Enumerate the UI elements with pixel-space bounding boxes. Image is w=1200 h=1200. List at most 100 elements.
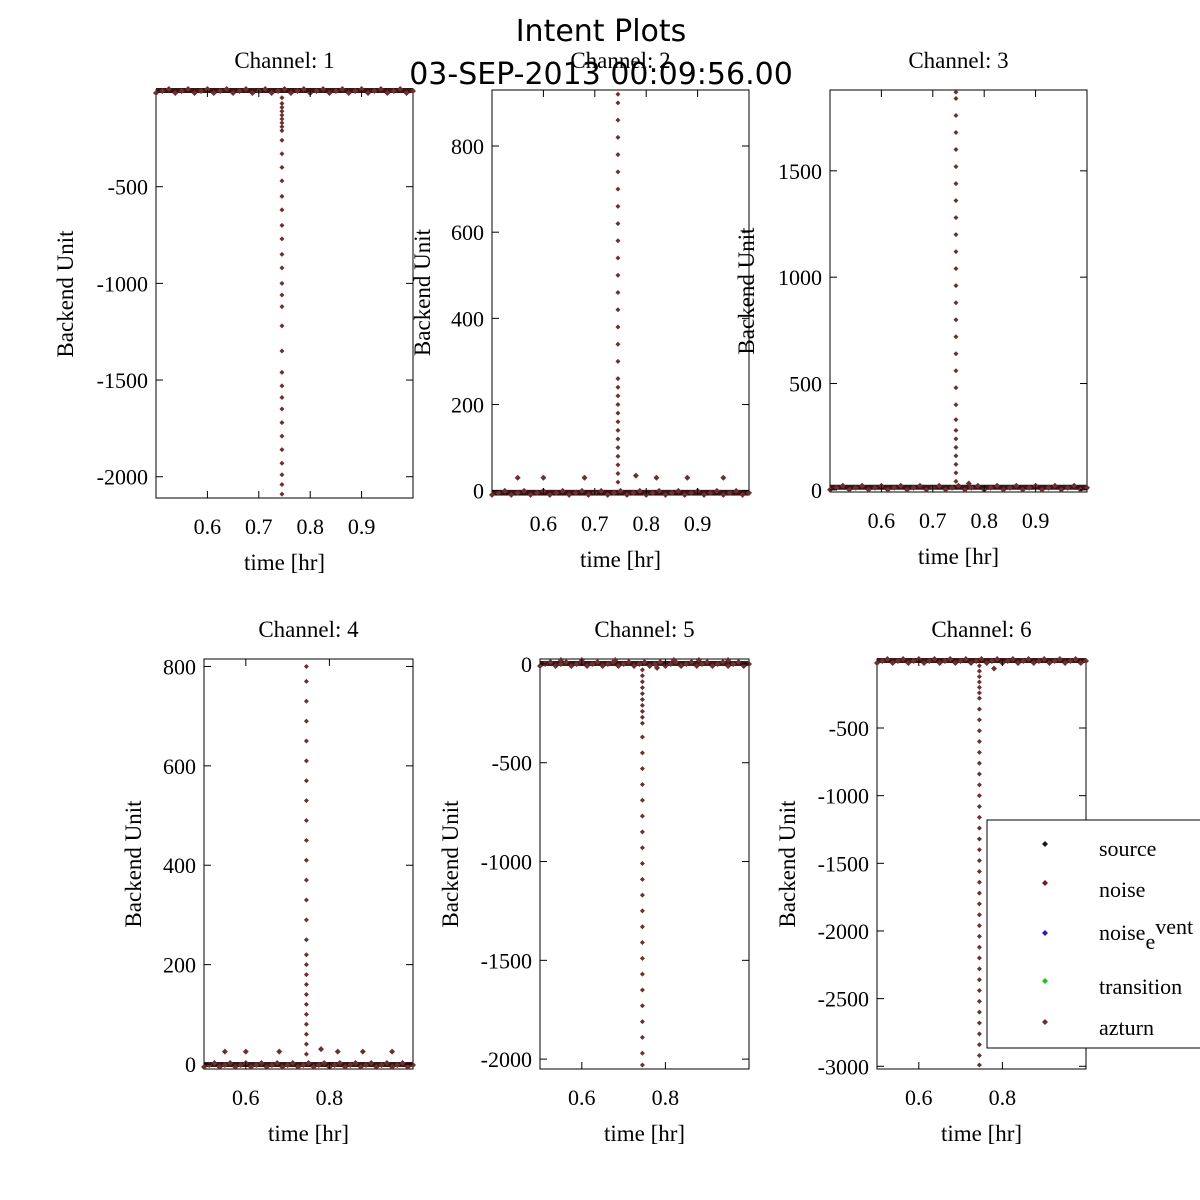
spike-point	[303, 738, 309, 744]
baseline-point	[884, 486, 891, 493]
spike-point	[976, 793, 982, 799]
y-axis-label: Backend Unit	[410, 228, 435, 356]
legend-box	[986, 819, 1200, 1049]
figure-subtitle: 03-SEP-2013 00:09:56.00	[409, 57, 793, 92]
spike-point	[976, 663, 982, 669]
baseline-point	[631, 662, 638, 669]
baseline-point	[1077, 660, 1084, 667]
y-tick-label: 1500	[778, 159, 822, 184]
plot-area	[539, 658, 750, 1070]
baseline-point	[1067, 658, 1074, 665]
spike-point	[976, 998, 982, 1004]
y-tick-label: 500	[789, 372, 822, 397]
baseline-point	[897, 482, 904, 489]
spike-point	[279, 101, 285, 107]
spike-point	[953, 249, 959, 255]
y-tick-label: -500	[108, 175, 148, 200]
spike-point	[953, 113, 959, 119]
panel-channel-3: 0.6 0.7 0.8 0.9 0 500 1000 1500 Channel: 3 time […	[734, 48, 1090, 569]
baseline-point	[720, 491, 727, 498]
y-tick-label: 800	[163, 654, 196, 679]
spike-point	[953, 130, 959, 136]
baseline-point	[604, 660, 611, 667]
spike-point	[976, 1042, 982, 1048]
y-tick-label: 1000	[778, 265, 822, 290]
legend-label-noise-event-sub: e	[1145, 929, 1155, 954]
y-axis-label: Backend Unit	[121, 800, 146, 928]
baseline-point	[249, 90, 256, 96]
baseline-point	[630, 489, 637, 496]
x-tick-label: 0.8	[296, 514, 324, 539]
baseline-point	[394, 1062, 401, 1069]
spike-point	[976, 684, 982, 690]
spike-point	[303, 778, 309, 784]
spike-point	[279, 104, 285, 110]
baseline-point	[955, 482, 962, 489]
spike-point	[279, 406, 285, 412]
blip-point	[557, 656, 564, 663]
baseline-point	[521, 487, 528, 494]
baseline-point	[559, 487, 566, 494]
baseline-point	[916, 482, 923, 489]
spike-point	[639, 667, 645, 673]
y-tick-label: 600	[163, 754, 196, 779]
baseline-point	[230, 90, 237, 96]
spike-point	[615, 134, 621, 140]
baseline-point	[404, 1064, 411, 1071]
baseline-point	[688, 658, 695, 665]
baseline-point	[636, 487, 643, 494]
spike-point	[303, 897, 309, 903]
spike-point	[639, 892, 645, 898]
baseline-point	[397, 86, 404, 92]
baseline-point	[216, 1064, 223, 1071]
baseline-point	[978, 656, 985, 663]
baseline-point	[237, 1062, 244, 1069]
spike-point	[953, 198, 959, 204]
baseline-point	[623, 491, 630, 498]
blip-point	[389, 1048, 396, 1055]
legend-label-source: source	[1099, 836, 1156, 861]
baseline-point	[871, 484, 878, 491]
panel-title: Channel: 2	[570, 48, 670, 73]
baseline-point	[681, 491, 688, 498]
spike-point	[615, 445, 621, 451]
spike-point	[639, 876, 645, 882]
y-tick-label: -3000	[818, 1054, 869, 1079]
baseline-point	[611, 489, 618, 496]
legend-label-transition: transition	[1099, 974, 1182, 999]
plot-area	[203, 658, 414, 1070]
spike-point	[279, 95, 285, 101]
baseline-point	[735, 658, 742, 665]
x-tick-label: 0.7	[581, 511, 609, 536]
x-tick-label: 0.6	[232, 1085, 260, 1110]
spike-point	[279, 433, 285, 439]
baseline-point	[656, 487, 663, 494]
x-axis-label: time [hr]	[268, 1121, 349, 1146]
spike-point	[953, 427, 959, 433]
baseline-point	[1051, 658, 1058, 665]
x-axis-label: time [hr]	[918, 544, 999, 569]
x-tick-label: 0.8	[970, 508, 998, 533]
x-tick-label: 0.6	[568, 1085, 596, 1110]
baseline-point	[719, 658, 726, 665]
spike-point	[639, 940, 645, 946]
blip-point	[242, 1048, 249, 1055]
baseline-point	[704, 658, 711, 665]
blip-point	[334, 1048, 341, 1055]
y-tick-label: -500	[829, 716, 869, 741]
baseline-point	[1058, 486, 1065, 493]
spike-point	[953, 181, 959, 187]
baseline-point	[585, 491, 592, 498]
baseline-point	[1084, 484, 1090, 491]
baseline-point	[683, 660, 690, 667]
baseline-point	[589, 660, 596, 667]
baseline-point	[373, 1064, 380, 1071]
baseline-point	[1035, 658, 1042, 665]
baseline-point	[568, 662, 575, 669]
spike-point	[976, 858, 982, 864]
baseline-point	[279, 1064, 286, 1071]
baseline-point	[557, 660, 564, 667]
baseline-point	[894, 658, 901, 665]
y-tick-label: -2000	[97, 465, 148, 490]
baseline-point	[206, 1062, 213, 1069]
